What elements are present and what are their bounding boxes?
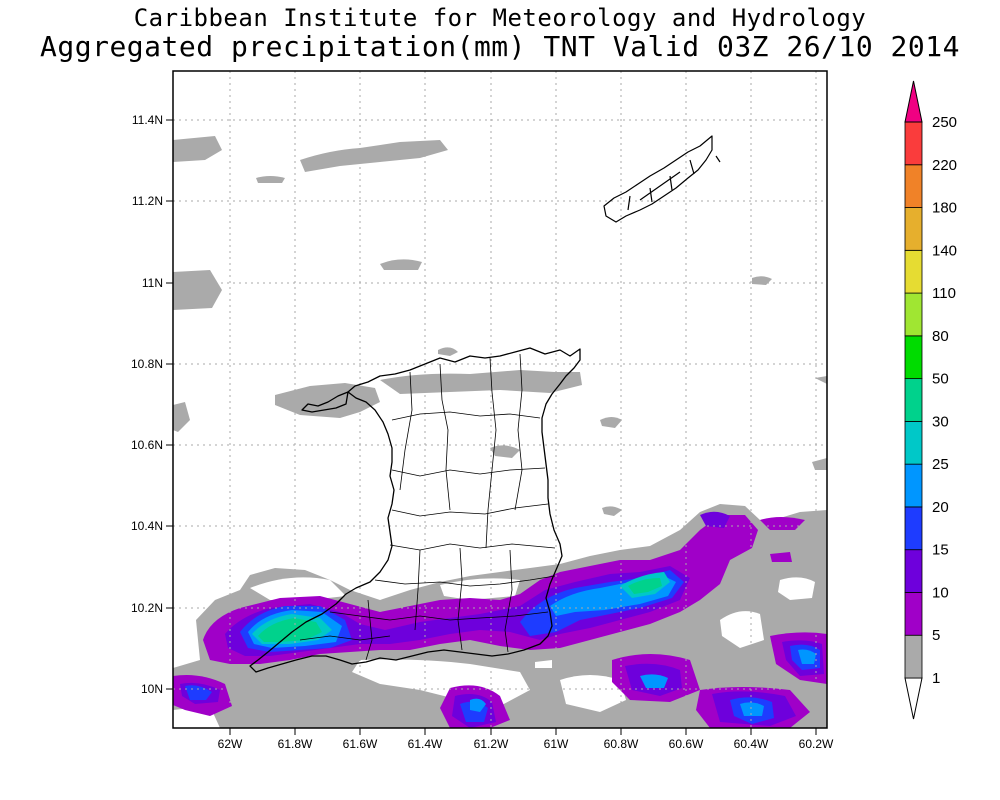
precip-area [380,370,582,394]
tobago-coastline [603,135,713,223]
lon-tick-label: 61.6W [343,737,378,751]
colorbar-label: 180 [932,200,957,217]
colorbar-label: 10 [932,584,949,601]
colorbar-bottom-arrow [904,677,923,720]
precip-area [700,511,730,528]
lon-tick-label: 60.4W [734,737,769,751]
precip-area [380,259,422,270]
precip-area [470,698,486,712]
colorbar-swatch [904,420,923,465]
lat-tick-label: 10.6N [131,438,163,452]
precip-area [173,402,190,432]
colorbar-top-arrow [904,80,923,123]
precip-hole [535,660,552,668]
precip-area [258,618,322,642]
colorbar-swatch [904,292,923,337]
lon-tick-label: 61.2W [474,737,509,751]
precip-hole [560,675,626,712]
graticule [173,71,827,728]
precipitation-field [173,136,827,728]
precip-area [770,552,792,562]
colorbar-label: 80 [932,328,949,345]
colorbar-label: 250 [932,114,957,131]
lon-tick-label: 60.2W [799,737,834,751]
title-line-1: Caribbean Institute for Meteorology and … [133,4,867,32]
precip-area [628,578,662,594]
lat-tick-label: 11N [142,276,163,290]
lat-tick-label: 11.2N [132,194,163,208]
colorbar-label: 140 [932,242,957,259]
lon-tick-label: 61.4W [408,737,443,751]
precip-area [812,458,827,470]
trinidad-coastline [249,347,581,673]
precip-area [760,517,805,530]
colorbar-label: 20 [932,499,949,516]
precip-area [275,383,380,418]
colorbar-swatch [904,549,923,593]
precip-area [752,276,772,285]
chaguaramas-peninsula [301,391,349,413]
colorbar-label: 30 [932,413,949,430]
precip-area [602,506,622,516]
lon-tick-label: 60.6W [669,737,704,751]
precip-area [798,649,816,664]
precip-area [640,674,668,688]
colorbar-swatch [904,164,923,208]
colorbar-swatch [904,335,923,380]
lon-tick-label: 62W [218,737,243,751]
colorbar-label: 25 [932,456,949,473]
colorbar-swatch [904,121,923,166]
colorbar-swatch [904,634,923,679]
precip-area [438,347,458,356]
lon-tick-label: 60.8W [604,737,639,751]
lat-tick-label: 10N [141,682,163,696]
title-line-2: Aggregated precipitation(mm) TNT Valid 0… [40,30,960,63]
precip-area [740,702,764,716]
precip-area [173,136,222,162]
colorbar-label: 220 [932,157,957,174]
colorbar-swatch [904,378,923,422]
precip-hole [720,611,764,648]
colorbar-swatch [904,207,923,251]
precip-hole [778,577,815,600]
precip-area [300,140,448,172]
colorbar-label: 110 [932,285,956,302]
colorbar-swatch [904,592,923,636]
precip-area [600,417,622,428]
lon-tick-label: 61W [544,737,569,751]
colorbar-label: 5 [932,627,940,644]
trinidad-boundaries [299,353,556,661]
colorbar-label: 50 [932,371,949,388]
colorbar-label: 15 [932,542,949,559]
precip-area [173,270,222,310]
lat-tick-labels: 11.4N 11.2N 11N 10.8N 10.6N 10.4N 10.2N … [131,113,163,696]
lat-tick-label: 10.8N [131,357,163,371]
lon-tick-labels: 62W 61.8W 61.6W 61.4W 61.2W 61W 60.8W 60… [218,737,834,751]
trinidad-island [249,347,581,673]
tobago-island [603,135,721,223]
lon-tick-label: 61.8W [278,737,313,751]
colorbar-swatch [904,463,923,508]
plot-frame [172,70,828,729]
precip-hole [250,577,346,600]
precip-area [815,376,827,384]
lat-tick-label: 11.4N [132,113,163,127]
colorbar-label: 1 [932,670,940,687]
lat-tick-label: 10.2N [131,601,163,615]
precip-area [256,176,285,183]
lat-tick-label: 10.4N [131,519,163,533]
colorbar-swatch [904,249,923,294]
colorbar-swatch [904,506,923,551]
precip-area [490,445,520,458]
